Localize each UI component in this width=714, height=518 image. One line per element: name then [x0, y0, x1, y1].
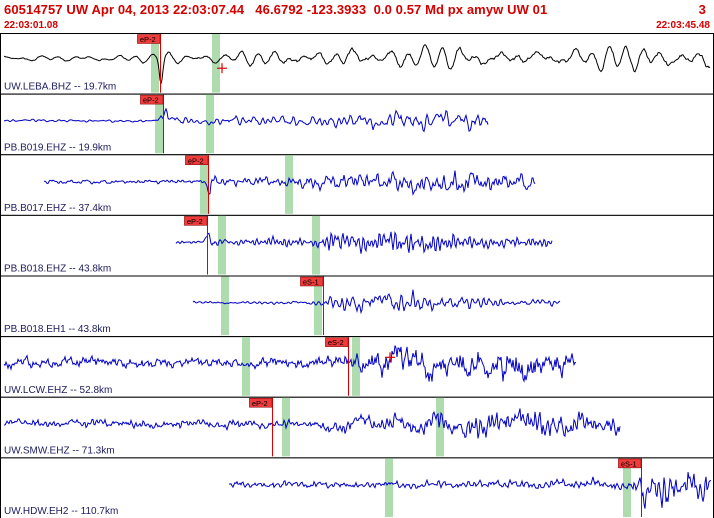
seismogram-waveform[interactable] [3, 345, 577, 383]
station-channel-label: UW.HDW.EH2 -- 110.7km [4, 506, 118, 517]
phase-pick-label: eS-1 [303, 278, 319, 287]
seismogram-waveform[interactable] [228, 472, 712, 509]
phase-pick-label: eP-2 [140, 35, 156, 44]
trace-panel-border [0, 214, 714, 277]
seismogram-waveform[interactable] [3, 107, 489, 133]
phase-pick-label: eP-2 [143, 96, 159, 105]
phase-pick-label-box[interactable] [325, 337, 349, 347]
time-window-bar: 22:03:01.08 22:03:45.48 [0, 20, 714, 33]
trace-panel[interactable]: eP-2 PB.B018.EHZ -- 43.8km [0, 214, 714, 277]
phase-pick-label-box[interactable] [185, 155, 209, 165]
trace-panel-border [0, 93, 714, 156]
seismogram-waveform[interactable] [192, 289, 561, 315]
window-end-time: 22:03:45.48 [656, 20, 710, 31]
seismogram-waveform[interactable] [175, 230, 553, 254]
predicted-arrival-band [200, 155, 208, 214]
station-channel-label: PB.B017.EHZ -- 37.4km [4, 203, 111, 214]
trace-panel[interactable]: eP-2 UW.LEBA.BHZ -- 19.7km [0, 33, 714, 95]
trace-panel[interactable]: eP-2 UW.SMW.EHZ -- 71.3km [0, 396, 714, 459]
pick-flag-count: 3 [698, 2, 706, 17]
predicted-arrival-band [242, 337, 250, 396]
trace-panel-border [0, 457, 714, 518]
trace-panel[interactable]: eP-2 PB.B019.EHZ -- 19.9km [0, 93, 714, 156]
trace-panel-border [0, 275, 714, 338]
phase-pick-label: eS-1 [621, 459, 637, 468]
station-channel-label: UW.LEBA.BHZ -- 19.7km [4, 82, 116, 93]
phase-pick-label: eS-2 [328, 338, 344, 347]
predicted-arrival-band [155, 94, 163, 154]
phase-pick-label-box[interactable] [618, 458, 642, 469]
station-channel-label: UW.SMW.EHZ -- 71.3km [4, 445, 115, 456]
station-channel-label: PB.B018.EH1 -- 43.8km [4, 324, 111, 335]
phase-pick-label-box[interactable] [137, 34, 161, 44]
trace-display-area[interactable]: eP-2 UW.LEBA.BHZ -- 19.7km eP-2 PB.B019.EHZ… [0, 33, 714, 518]
predicted-arrival-band [221, 276, 229, 336]
trace-panel[interactable]: eP-2 PB.B017.EHZ -- 37.4km [0, 154, 714, 216]
phase-pick-label-box[interactable] [249, 398, 273, 408]
trace-panel[interactable]: eS-1 PB.B018.EH1 -- 43.8km [0, 275, 714, 338]
seismogram-waveform[interactable] [3, 43, 711, 84]
predicted-arrival-band [151, 34, 159, 93]
station-channel-label: PB.B019.EHZ -- 19.9km [4, 142, 111, 153]
predicted-arrival-band [285, 155, 293, 214]
trace-panel-border [0, 396, 714, 459]
phase-pick-label: eP-2 [188, 156, 204, 165]
phase-pick-label: eP-2 [187, 217, 203, 226]
predicted-arrival-band [314, 276, 322, 336]
window-start-time: 22:03:01.08 [4, 20, 58, 31]
predicted-arrival-band [436, 397, 444, 457]
seismogram-waveform[interactable] [4, 408, 621, 439]
predicted-arrival-band [385, 458, 393, 518]
predicted-arrival-band [218, 215, 226, 275]
event-header: 60514757 UW Apr 04, 2013 22:03:07.44 46.… [0, 0, 714, 20]
station-channel-label: PB.B018.EHZ -- 43.8km [4, 264, 111, 275]
trace-panel[interactable]: eS-2 UW.LCW.EHZ -- 52.8km [0, 336, 714, 398]
predicted-arrival-band [312, 215, 320, 275]
event-summary: 60514757 UW Apr 04, 2013 22:03:07.44 46.… [4, 2, 548, 17]
predicted-arrival-band [352, 337, 360, 396]
seismogram-waveform[interactable] [44, 170, 536, 196]
phase-pick-label-box[interactable] [300, 276, 324, 287]
phase-pick-label: eP-2 [252, 399, 268, 408]
station-channel-label: UW.LCW.EHZ -- 52.8km [4, 385, 112, 396]
phase-pick-label-box[interactable] [184, 216, 208, 226]
trace-panel-border [0, 33, 714, 95]
phase-pick-label-box[interactable] [140, 94, 164, 105]
trace-panel[interactable]: eS-1 UW.HDW.EH2 -- 110.7km [0, 457, 714, 518]
